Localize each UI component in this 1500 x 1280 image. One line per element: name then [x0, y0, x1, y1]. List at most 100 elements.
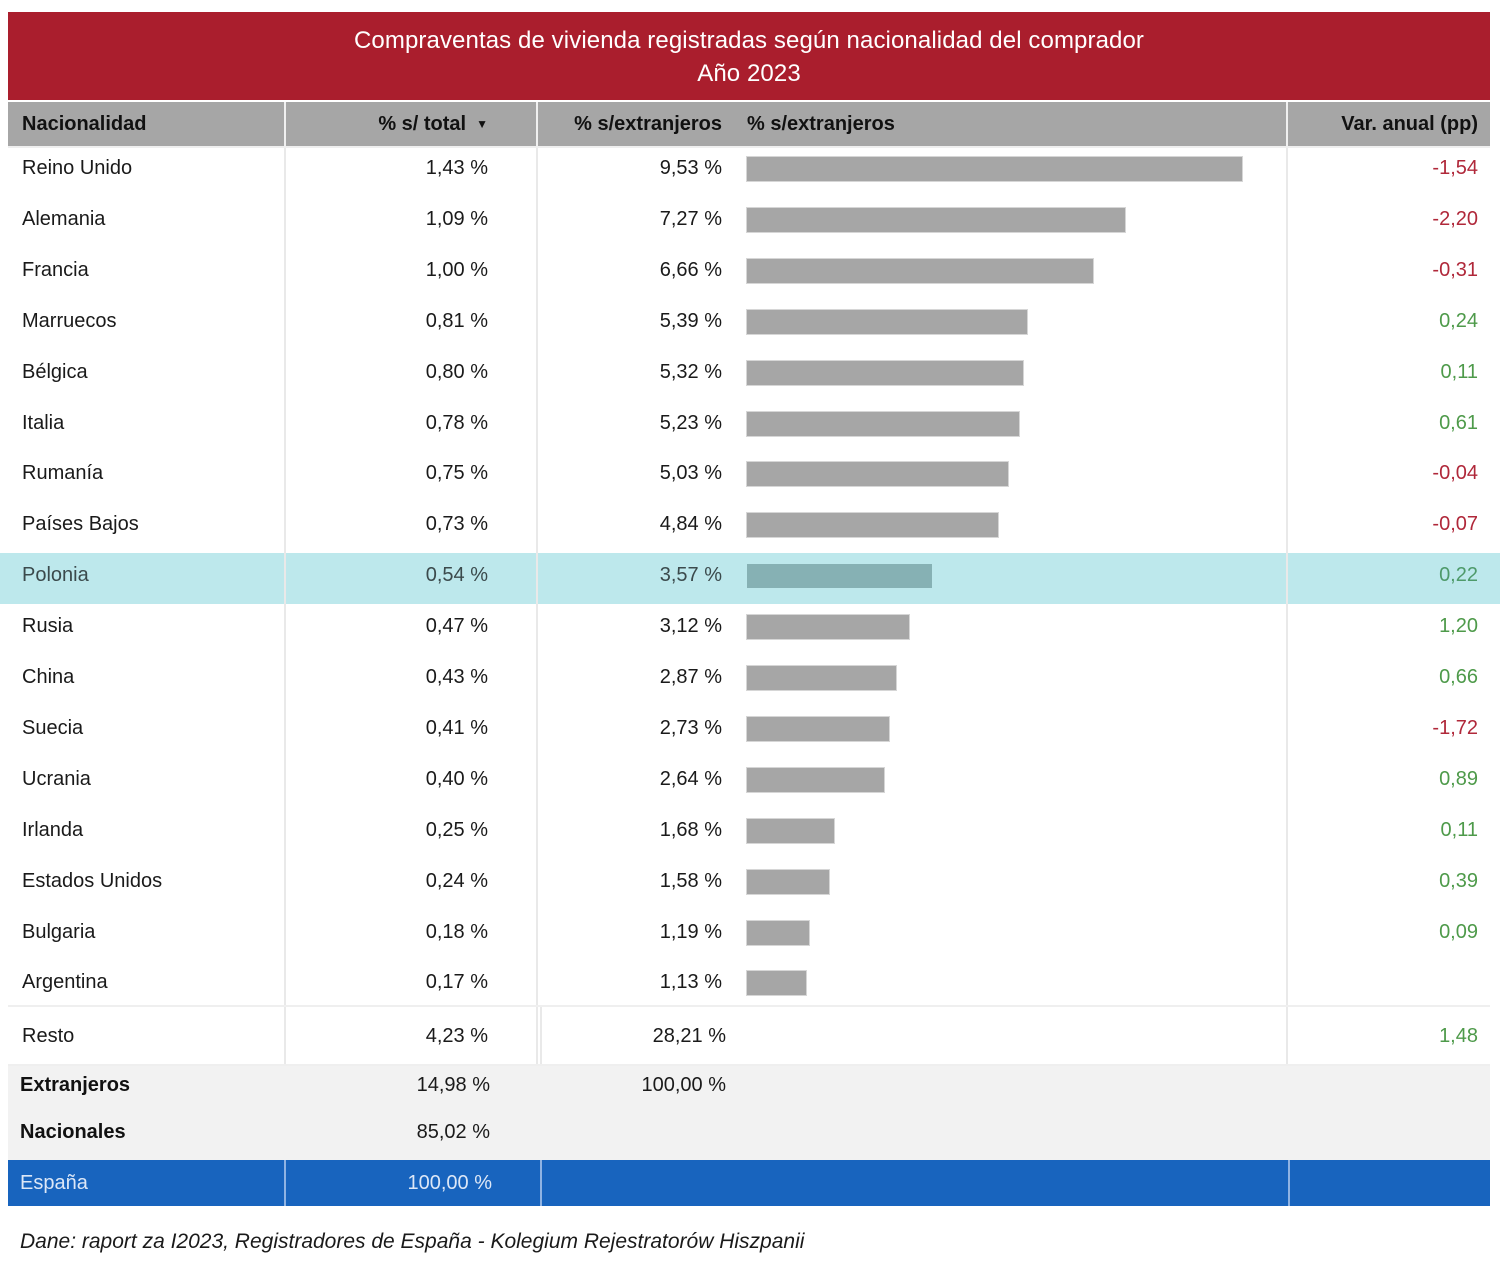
- extranjeros-label: Extranjeros: [20, 1074, 131, 1096]
- header-nationality[interactable]: Nacionalidad: [22, 113, 147, 135]
- table-row[interactable]: Suecia 0,41 % 2,73 % -1,72: [8, 706, 1490, 757]
- header-foreign[interactable]: % s/extranjeros: [574, 113, 722, 135]
- row-foreign: 5,39 %: [659, 309, 722, 332]
- row-var: -1,54: [1432, 157, 1478, 179]
- table-row[interactable]: Francia 1,00 % 6,66 % -0,31: [8, 248, 1490, 299]
- bar-países-bajos: [747, 513, 999, 538]
- row-foreign: 3,12 %: [659, 615, 722, 638]
- row-var: 0,11: [1440, 360, 1478, 383]
- row-name: Suecia: [22, 716, 84, 739]
- table-row[interactable]: Países Bajos 0,73 % 4,84 % -0,07: [8, 502, 1490, 553]
- table-row[interactable]: Rusia 0,47 % 3,12 % 1,20: [8, 604, 1490, 655]
- title-line-2: Año 2023: [697, 60, 801, 87]
- row-total: 0,43 %: [425, 666, 488, 688]
- bar-italia: [747, 411, 1019, 436]
- nacionales-total: 85,02 %: [416, 1121, 490, 1143]
- row-name: Alemania: [22, 207, 106, 230]
- row-total: 0,80 %: [425, 360, 488, 383]
- bar-polonia: [747, 564, 933, 589]
- row-total: 0,17 %: [425, 971, 488, 994]
- table-row-resto[interactable]: Resto 4,23 % 28,21 % 1,48: [8, 1007, 1490, 1064]
- column-divider: [284, 1007, 286, 1064]
- row-name: China: [22, 666, 75, 688]
- row-name: Francia: [22, 258, 89, 281]
- header-total[interactable]: % s/ total ▼: [288, 102, 488, 146]
- row-var: -0,31: [1432, 258, 1478, 281]
- table-row[interactable]: Bélgica 0,80 % 5,32 % 0,11: [8, 350, 1490, 401]
- bar-marruecos: [747, 309, 1027, 334]
- sort-descending-icon[interactable]: ▼: [476, 117, 488, 131]
- table-row[interactable]: Polonia 0,54 % 3,57 % 0,22: [0, 553, 1500, 605]
- row-var: 0,89: [1439, 767, 1478, 790]
- column-divider: [540, 1007, 542, 1064]
- row-total: 0,25 %: [425, 818, 488, 841]
- table-row[interactable]: Estados Unidos 0,24 % 1,58 % 0,39: [8, 859, 1490, 910]
- title-line-1: Compraventas de vivienda registradas seg…: [353, 27, 1145, 54]
- row-name: Polonia: [22, 564, 89, 587]
- table-row[interactable]: Irlanda 0,25 % 1,68 % 0,11: [8, 808, 1490, 859]
- row-total: 1,43 %: [425, 157, 488, 179]
- column-divider: [1286, 1007, 1288, 1064]
- row-name: Rusia: [22, 615, 74, 638]
- row-var: -0,04: [1432, 462, 1478, 485]
- espana-divider: [540, 1160, 542, 1206]
- row-name: Bélgica: [22, 360, 88, 383]
- row-foreign: 5,03 %: [659, 462, 722, 485]
- table-row[interactable]: Bulgaria 0,18 % 1,19 % 0,09: [8, 910, 1490, 961]
- bar-bélgica: [747, 360, 1024, 385]
- table-row[interactable]: Marruecos 0,81 % 5,39 % 0,24: [8, 299, 1490, 350]
- row-foreign: 6,66 %: [659, 258, 722, 281]
- row-name: Bulgaria: [22, 920, 96, 943]
- table-row[interactable]: China 0,43 % 2,87 % 0,66: [8, 655, 1490, 706]
- row-total: 0,47 %: [425, 615, 488, 638]
- espana-label: España: [20, 1172, 88, 1194]
- row-foreign: 2,73 %: [659, 716, 722, 739]
- row-name: Rumanía: [22, 462, 104, 485]
- row-foreign: 1,68 %: [659, 818, 722, 841]
- header-divider: [1286, 102, 1288, 146]
- bar-argentina: [747, 971, 806, 996]
- table-header: Nacionalidad % s/ total ▼ % s/extranjeros…: [8, 102, 1490, 146]
- row-total: 0,81 %: [425, 309, 488, 332]
- bar-irlanda: [747, 818, 835, 843]
- espana-divider: [284, 1160, 286, 1206]
- row-foreign: 5,23 %: [659, 411, 722, 434]
- row-var: 0,11: [1440, 818, 1478, 841]
- row-foreign: 2,87 %: [659, 666, 722, 688]
- row-var: 1,20: [1439, 615, 1478, 638]
- bar-estados-unidos: [747, 869, 830, 894]
- summary-block: Extranjeros 14,98 % 100,00 % Nacionales …: [8, 1064, 1490, 1160]
- row-total: 4,23 %: [425, 1025, 488, 1047]
- table-row[interactable]: Alemania 1,09 % 7,27 % -2,20: [8, 197, 1490, 248]
- row-total: 0,18 %: [425, 920, 488, 943]
- row-var: -0,07: [1432, 513, 1478, 536]
- row-var: -1,72: [1432, 716, 1478, 739]
- row-var: 0,09: [1439, 920, 1478, 943]
- row-name: Ucrania: [22, 767, 91, 790]
- row-name: Irlanda: [22, 818, 84, 841]
- total-row-espana[interactable]: España 100,00 %: [8, 1160, 1490, 1206]
- extranjeros-foreign: 100,00 %: [641, 1074, 726, 1096]
- bar-reino-unido: [747, 157, 1242, 181]
- table-row[interactable]: Reino Unido 1,43 % 9,53 % -1,54: [8, 146, 1490, 197]
- row-foreign: 1,13 %: [659, 971, 722, 994]
- row-foreign: 2,64 %: [659, 767, 722, 790]
- header-var[interactable]: Var. anual (pp): [1341, 113, 1478, 135]
- row-foreign: 1,58 %: [659, 869, 722, 892]
- header-total-label: % s/ total: [378, 113, 467, 135]
- table-row[interactable]: Italia 0,78 % 5,23 % 0,61: [8, 401, 1490, 452]
- table-row[interactable]: Ucrania 0,40 % 2,64 % 0,89: [8, 757, 1490, 808]
- nacionales-label: Nacionales: [20, 1121, 126, 1143]
- column-divider: [284, 146, 286, 1064]
- row-foreign: 5,32 %: [659, 360, 722, 383]
- header-foreign-bar[interactable]: % s/extranjeros: [747, 113, 895, 135]
- row-var: 0,66: [1439, 666, 1478, 688]
- row-total: 1,09 %: [425, 207, 488, 230]
- row-var: 0,22: [1439, 564, 1478, 587]
- row-var: -2,20: [1432, 207, 1478, 230]
- table-row[interactable]: Rumanía 0,75 % 5,03 % -0,04: [8, 451, 1490, 502]
- table-row[interactable]: Argentina 0,17 % 1,13 %: [8, 960, 1490, 1011]
- row-foreign: 28,21 %: [652, 1025, 726, 1047]
- row-name: Reino Unido: [22, 157, 133, 179]
- bar-ucrania: [747, 767, 885, 792]
